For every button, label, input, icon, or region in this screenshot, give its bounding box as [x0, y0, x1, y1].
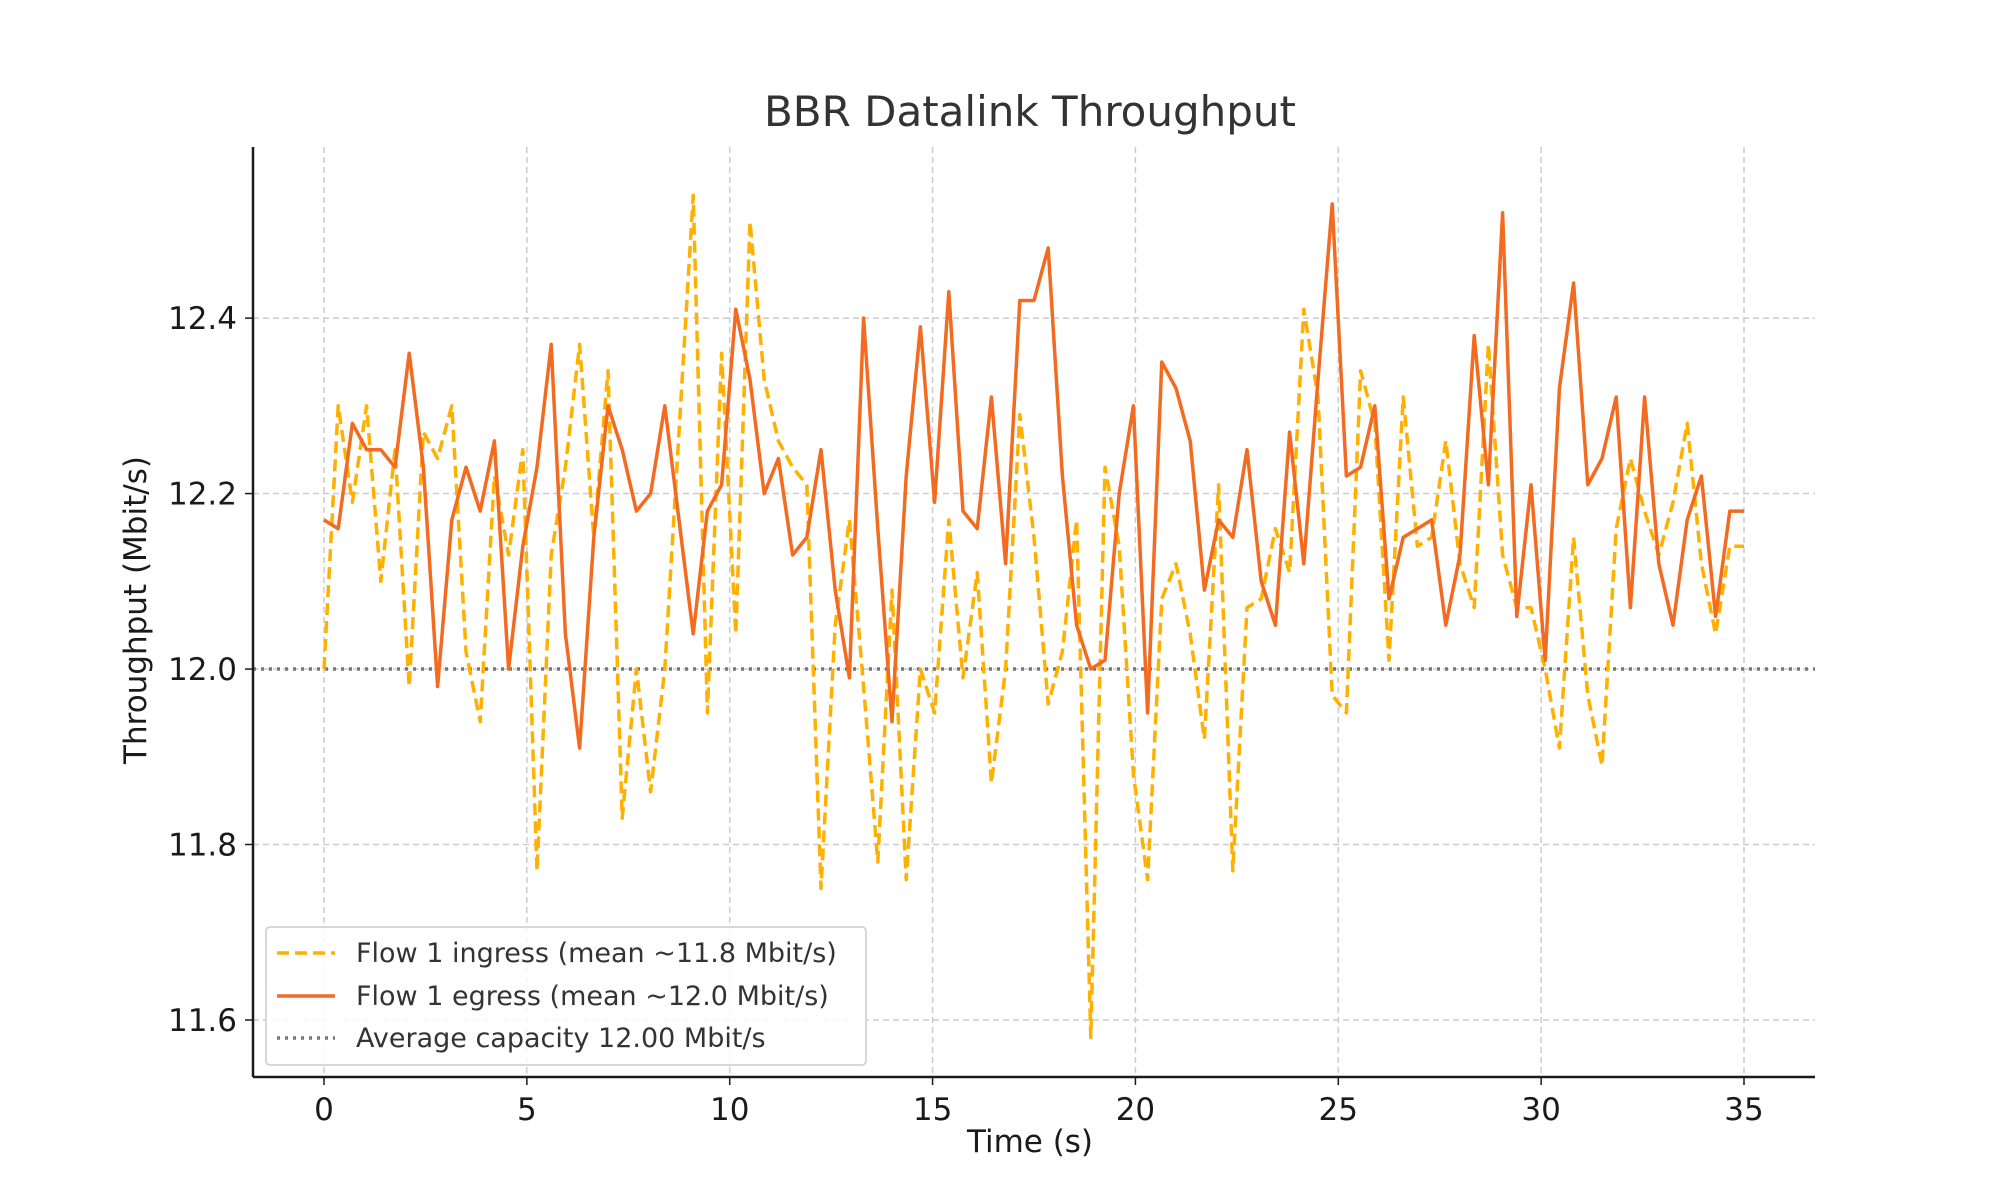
y-tick-label: 12.4 — [168, 301, 237, 337]
legend-label-ingress: Flow 1 ingress (mean ~11.8 Mbit/s) — [356, 938, 837, 969]
y-tick-label: 11.8 — [168, 828, 237, 864]
x-tick-label: 25 — [1319, 1092, 1358, 1128]
legend-label-capacity: Average capacity 12.00 Mbit/s — [356, 1023, 766, 1054]
x-tick-label: 15 — [913, 1092, 952, 1128]
x-tick-label: 10 — [710, 1092, 749, 1128]
series-layer — [322, 193, 1744, 1040]
y-tick-label: 12.2 — [168, 477, 237, 513]
egress-series-line — [323, 202, 1744, 750]
x-tick-label: 0 — [314, 1092, 334, 1128]
axes — [251, 147, 1815, 1079]
y-tick-label: 12.0 — [168, 652, 237, 688]
legend-label-egress: Flow 1 egress (mean ~12.0 Mbit/s) — [356, 981, 829, 1012]
chart-title: BBR Datalink Throughput — [764, 87, 1296, 136]
x-tick-label: 35 — [1724, 1092, 1763, 1128]
ticks: 0 5 10 15 20 25 30 35 11.6 11.8 12.0 12.2 12.4 — [168, 301, 1764, 1128]
ingress-series-line — [322, 193, 1744, 1040]
x-tick-label: 20 — [1116, 1092, 1155, 1128]
x-tick-label: 30 — [1521, 1092, 1560, 1128]
x-tick-label: 5 — [517, 1092, 537, 1128]
legend-box — [265, 926, 867, 1066]
y-axis-label: Throughput (Mbit/s) — [118, 456, 154, 765]
legend: Flow 1 ingress (mean ~11.8 Mbit/s) Flow … — [265, 926, 867, 1066]
x-axis-label: Time (s) — [966, 1124, 1093, 1160]
y-tick-label: 11.6 — [168, 1003, 237, 1039]
